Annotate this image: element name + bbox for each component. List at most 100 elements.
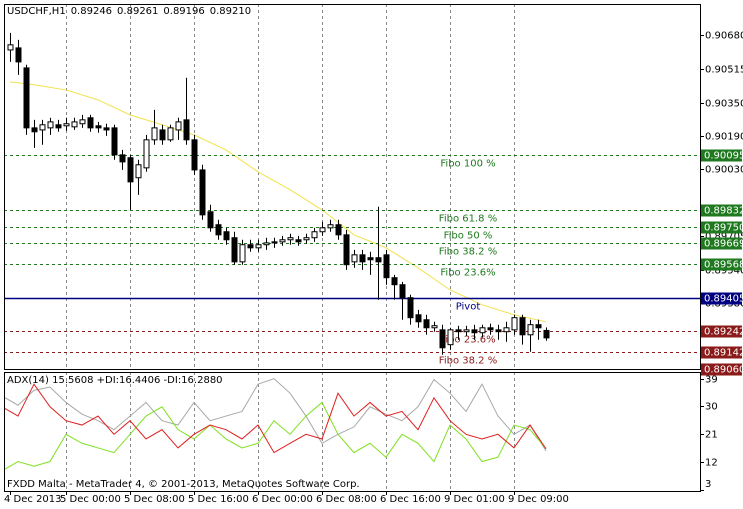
candle-body — [415, 314, 422, 323]
y-tick-label: 12 — [705, 458, 718, 469]
candle-body — [207, 211, 214, 229]
price-box-label: 0.89832 — [704, 206, 743, 217]
price-box — [701, 325, 742, 338]
candle-body — [431, 325, 438, 329]
candle-body — [79, 119, 86, 125]
candle-body — [159, 129, 166, 141]
x-tick-label: 5 Dec 08:00 — [124, 494, 185, 505]
adx-plot — [4, 372, 547, 491]
price-box — [701, 237, 742, 250]
x-tick-label: 5 Dec 16:00 — [188, 494, 249, 505]
candle-body — [495, 329, 502, 333]
footer: FXDD Malta - MetaTrader 4, © 2001-2013, … — [7, 479, 360, 490]
price-box — [701, 292, 742, 305]
y-tick-label: 0.89540 — [705, 266, 743, 277]
price-box-label: 0.89060 — [704, 365, 743, 376]
header-symbol: USDCHF,H1 — [7, 6, 66, 17]
candle-body — [71, 121, 78, 128]
candle-body — [319, 227, 326, 233]
y-tick-label: 39 — [705, 375, 718, 386]
candle-body — [519, 317, 526, 336]
y-tick-label: 21 — [705, 430, 718, 441]
price-box-label: 0.89405 — [704, 294, 743, 305]
candle-body — [359, 254, 366, 263]
indicator-line — [4, 401, 547, 471]
candle-body — [31, 127, 38, 133]
candle-body — [543, 329, 550, 339]
candle-body — [47, 121, 54, 129]
candle-body — [111, 127, 118, 156]
price-box — [701, 149, 742, 162]
candle-body — [343, 234, 350, 266]
candle-body — [151, 127, 158, 141]
candle-body — [39, 124, 46, 131]
level-label: Fibo 50 % — [444, 231, 493, 242]
y-tick-label: 0.90515 — [705, 65, 743, 76]
candle-body — [239, 244, 246, 263]
level-label: Fibo 23.6% — [440, 268, 495, 279]
candle-body — [471, 329, 478, 334]
candle-body — [503, 327, 510, 333]
price-box — [701, 363, 742, 376]
x-tick-label: 5 Dec 00:00 — [60, 494, 121, 505]
candle-body — [535, 324, 542, 329]
candle-body — [511, 317, 518, 331]
y-tick-label: 30 — [705, 402, 718, 413]
y-tick-label: 0.90030 — [705, 165, 743, 176]
price-box — [701, 221, 742, 234]
candle-body — [447, 329, 454, 346]
indicator-label: ADX(14) 15.5608 +DI:16.4406 -DI:16.2880 — [7, 375, 223, 386]
price-box-label: 0.89242 — [704, 327, 743, 338]
candle-body — [167, 127, 174, 141]
candle-body — [7, 44, 14, 51]
candle-body — [127, 157, 134, 183]
header-price: 0.89246 — [71, 6, 112, 17]
candle-body — [191, 139, 198, 171]
candle-body — [287, 237, 294, 241]
candle-body — [375, 257, 382, 263]
candle-body — [423, 319, 430, 329]
candle-body — [399, 284, 406, 299]
candle-body — [487, 327, 494, 331]
x-tick-label: 6 Dec 00:00 — [252, 494, 313, 505]
price-box — [701, 346, 742, 359]
candle-body — [215, 224, 222, 236]
x-tick-label: 6 Dec 16:00 — [380, 494, 441, 505]
y-tick-label: 3 — [705, 479, 711, 490]
candle-body — [271, 241, 278, 244]
y-tick-label: 0.90680 — [705, 31, 743, 42]
main-plot: Fibo 100 % Fibo 61.8 % Fibo 50 % Fibo 38.2 … — [4, 4, 700, 369]
candle-body — [231, 237, 238, 263]
candle-body — [199, 169, 206, 216]
candle-body — [383, 254, 390, 279]
candle-body — [303, 237, 310, 241]
x-tick-label: 9 Dec 01:00 — [444, 494, 505, 505]
price-box — [701, 258, 742, 271]
x-tick-label: 4 Dec 2013 — [4, 494, 62, 505]
candle-body — [407, 297, 414, 319]
candle-body — [223, 231, 230, 241]
candle-body — [439, 329, 446, 349]
candle-body — [55, 124, 62, 129]
candle-body — [255, 244, 262, 249]
y-tick-label: 0.90190 — [705, 132, 743, 143]
price-box-label: 0.89142 — [704, 348, 743, 359]
price-box-label: 0.89669 — [704, 239, 743, 250]
candle-body — [183, 119, 190, 141]
level-label: Fibo 38.2 % — [439, 247, 497, 258]
candle-body — [479, 327, 486, 334]
candle-body — [63, 123, 70, 127]
price-box — [701, 204, 742, 217]
main-frame — [4, 4, 701, 370]
candle-body — [335, 224, 342, 236]
y-tick-label: 0.90350 — [705, 99, 743, 110]
candle-body — [391, 277, 398, 286]
candle-body — [15, 47, 22, 63]
moving-average — [9, 81, 547, 323]
level-label: Fibo 61.8 % — [439, 214, 497, 225]
level-label: Pivot — [456, 302, 481, 313]
level-label: Fibo 23.6% — [440, 335, 495, 346]
header-price: 0.89196 — [163, 6, 204, 17]
candle-body — [527, 324, 534, 336]
